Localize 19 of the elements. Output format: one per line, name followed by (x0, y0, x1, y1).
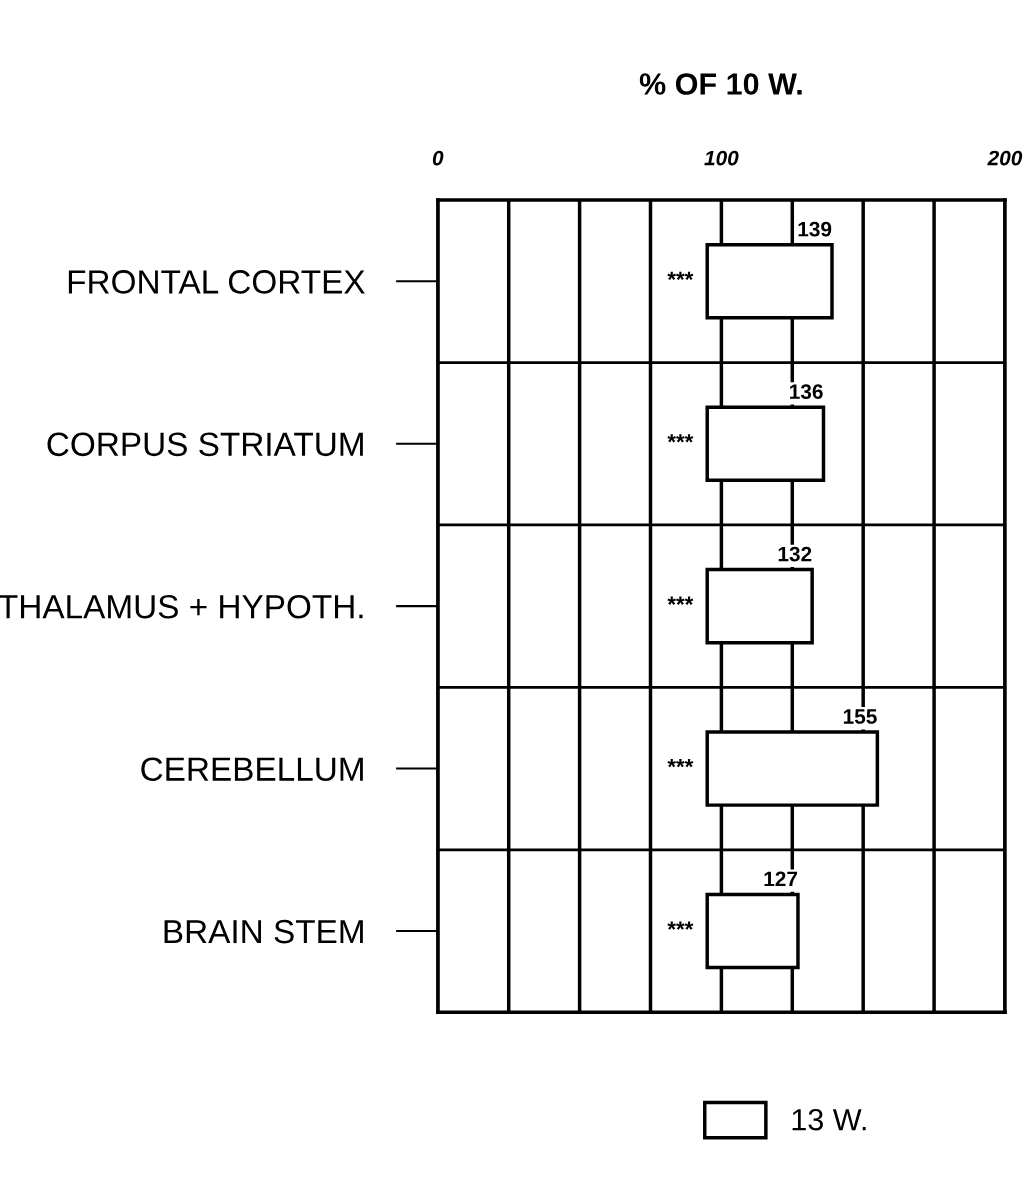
legend-label: 13 W. (792, 1108, 866, 1131)
annotation: *** (667, 759, 694, 768)
x-tick-label: 0 (432, 150, 444, 166)
data-label: 139 (798, 221, 832, 237)
y-tick-label: CEREBELLUM (141, 757, 363, 781)
x-axis-title: % OF 10 W. (639, 73, 802, 95)
y-tick-label: FRONTAL CORTEX (68, 270, 365, 294)
annotation: *** (667, 596, 694, 605)
data-label: 127 (764, 871, 798, 887)
data-label: 155 (843, 709, 877, 724)
y-tick-label: BRAIN STEM (164, 919, 363, 944)
annotation: *** (667, 271, 694, 281)
x-tick-label: 200 (987, 150, 1023, 166)
annotation: *** (667, 921, 694, 930)
x-tick-label: 100 (704, 150, 739, 166)
data-label: 132 (778, 546, 812, 562)
y-tick-label: CORPUS STRIATUM (47, 432, 363, 457)
data-label: 136 (790, 384, 823, 400)
annotation: *** (667, 434, 694, 443)
